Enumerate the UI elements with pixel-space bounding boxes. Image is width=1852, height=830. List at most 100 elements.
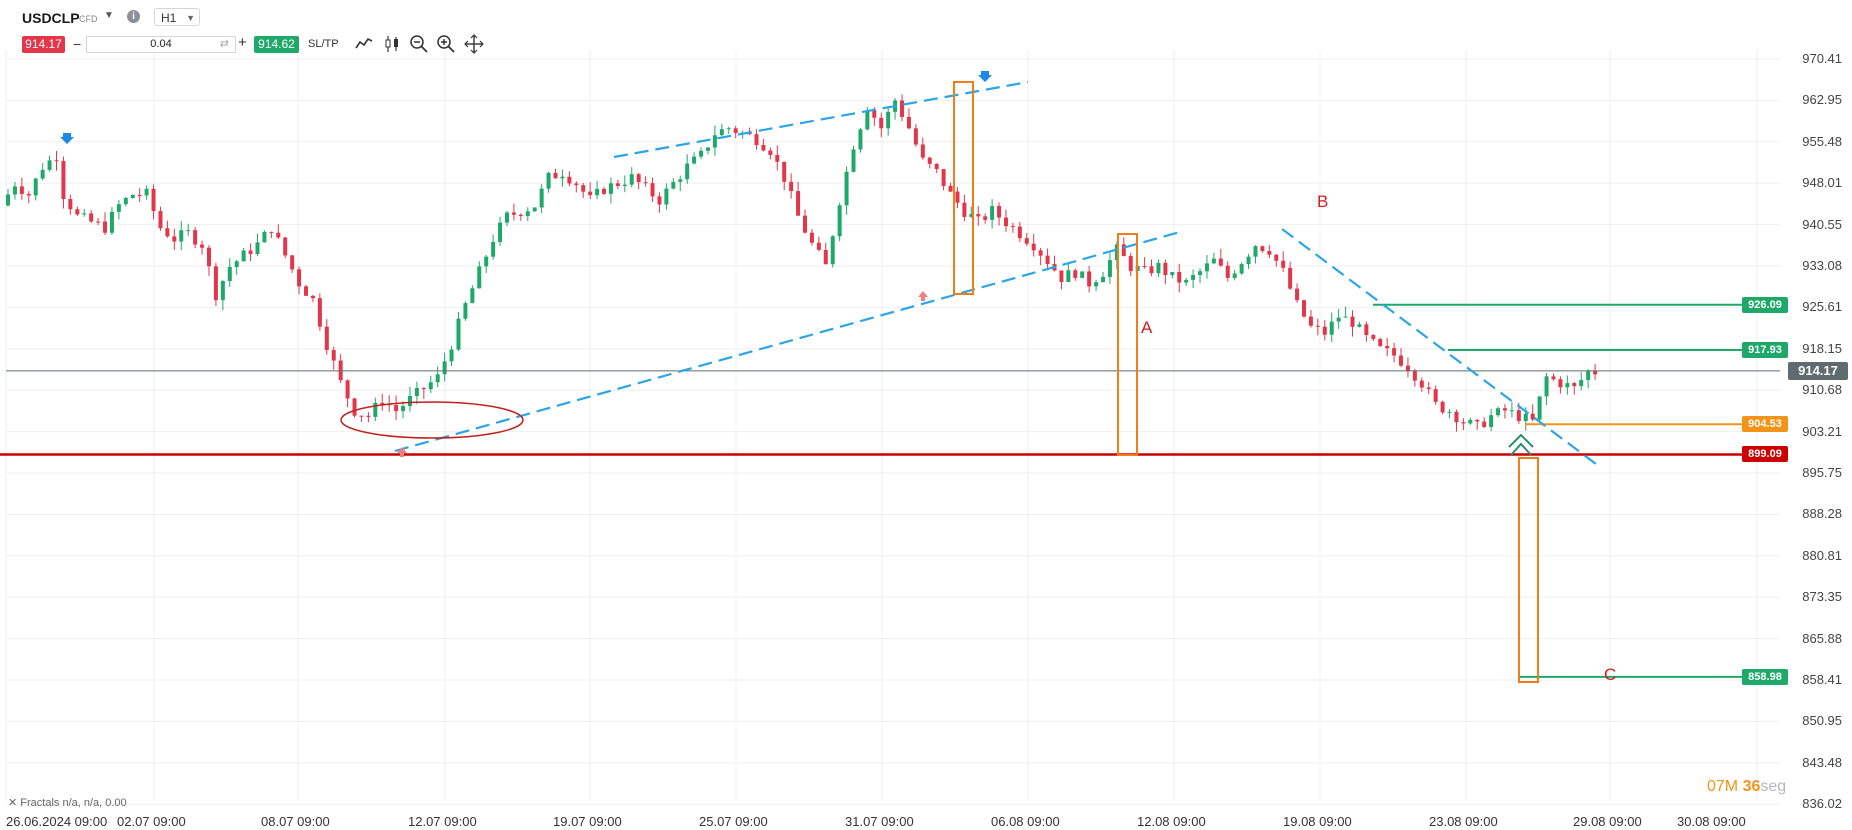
candle-body <box>1454 411 1459 423</box>
candle-body <box>553 172 558 179</box>
consolidation-ellipse <box>340 401 524 439</box>
candle-body <box>844 171 849 206</box>
candle-body <box>657 196 662 205</box>
candle-body <box>421 387 426 390</box>
candle-body <box>1066 270 1071 282</box>
price-tick-label: 933.08 <box>1802 257 1842 273</box>
candle-body <box>1059 270 1064 282</box>
candle-body <box>629 174 634 185</box>
candle-body <box>1357 324 1362 327</box>
candle-body <box>1558 379 1563 388</box>
buy-signal-chevron-icon <box>1508 433 1534 448</box>
candle-body <box>1295 288 1300 301</box>
fractals-indicator-label[interactable]: ✕ Fractals n/a, n/a, 0.00 <box>8 796 127 809</box>
candle-body <box>470 288 475 304</box>
candle-body <box>934 163 939 170</box>
candle-body <box>948 185 953 192</box>
candle-body <box>1371 335 1376 339</box>
box-range-3 <box>1518 457 1539 683</box>
candle-body <box>1468 419 1473 424</box>
candle-body <box>394 405 399 412</box>
candle-body <box>297 269 302 287</box>
chart-line-icon[interactable] <box>354 34 374 54</box>
candle-body <box>82 213 87 215</box>
candle-body <box>255 242 260 255</box>
candle-body <box>33 178 38 196</box>
candle-body <box>310 295 315 299</box>
candle-timer: 07M 36seg <box>1707 778 1786 796</box>
price-tick-label: 880.81 <box>1802 547 1842 563</box>
candle-body <box>1579 380 1584 387</box>
candle-body <box>1211 258 1216 264</box>
zoom-out-icon[interactable] <box>409 34 429 54</box>
price-tick-label: 873.35 <box>1802 589 1842 605</box>
candle-body <box>664 188 669 205</box>
timeframe-select[interactable]: H1 ▼ <box>154 8 200 26</box>
candle-body <box>595 188 600 196</box>
info-icon[interactable]: i <box>127 10 140 23</box>
candle-body <box>837 205 842 237</box>
candlestick-icon[interactable] <box>383 34 403 54</box>
candle-body <box>1593 370 1598 375</box>
swap-icon[interactable]: ⇄ <box>219 38 229 50</box>
price-tick-label: 962.95 <box>1802 92 1842 108</box>
candle-body <box>1177 272 1182 283</box>
chevron-down-icon[interactable]: ▼ <box>104 10 114 21</box>
candle-body <box>40 169 45 179</box>
close-icon[interactable]: ✕ <box>8 797 18 809</box>
candle-body <box>227 266 232 282</box>
candle-body <box>525 211 530 217</box>
candle-body <box>248 250 253 255</box>
candle-body <box>172 236 177 242</box>
candle-body <box>1191 275 1196 280</box>
candle-body <box>1170 272 1175 276</box>
date-tick-label: 25.07 09:00 <box>699 814 768 829</box>
trendline-downtrend <box>1281 228 1601 468</box>
candle-body <box>511 212 516 215</box>
candle-body <box>1551 376 1556 380</box>
volume-input[interactable]: 0.04 ⇄ <box>86 36 236 53</box>
candle-body <box>1322 326 1327 335</box>
date-tick-label: 08.07 09:00 <box>261 814 330 829</box>
date-tick-label: 19.07 09:00 <box>553 814 622 829</box>
fractal-down-arrow-icon <box>60 133 74 144</box>
instrument-type-label: CFD <box>79 14 98 24</box>
candle-body <box>1405 365 1410 371</box>
candle-body <box>12 186 17 195</box>
candle-body <box>719 129 724 136</box>
zoom-in-icon[interactable] <box>436 34 456 54</box>
date-tick-label: 29.08 09:00 <box>1573 814 1642 829</box>
candle-body <box>345 380 350 399</box>
candle-body <box>1253 246 1258 257</box>
candle-body <box>234 261 239 267</box>
candle-body <box>1087 271 1092 287</box>
indicator-text: Fractals n/a, n/a, 0.00 <box>20 797 127 809</box>
candle-body <box>1142 266 1147 268</box>
sell-button[interactable]: 914.17 <box>22 36 65 53</box>
wave-label-a: A <box>1141 318 1153 337</box>
buy-button[interactable]: 914.62 <box>254 36 299 53</box>
candle-body <box>317 298 322 327</box>
symbol-name[interactable]: USDCLP <box>22 10 80 26</box>
increase-volume-button[interactable]: + <box>238 34 247 51</box>
candle-body <box>359 415 364 417</box>
candle-body <box>532 207 537 212</box>
fractal-up-arrow-icon <box>918 291 928 301</box>
candle-body <box>366 415 371 417</box>
decrease-volume-button[interactable]: − <box>73 36 82 52</box>
candle-body <box>1010 226 1015 228</box>
candle-body <box>116 204 121 212</box>
timer-seconds: 36 <box>1742 778 1761 795</box>
crosshair-icon[interactable] <box>464 34 484 54</box>
candle-body <box>581 185 586 192</box>
candle-body <box>1218 258 1223 266</box>
candle-body <box>1149 266 1154 274</box>
price-tick-label: 888.28 <box>1802 506 1842 522</box>
candle-body <box>1003 217 1008 227</box>
candle-body <box>990 206 995 220</box>
candle-body <box>1572 383 1577 387</box>
sl-tp-button[interactable]: SL/TP <box>308 38 339 50</box>
candle-body <box>1315 325 1320 327</box>
timer-seconds-suffix: seg <box>1760 778 1787 795</box>
